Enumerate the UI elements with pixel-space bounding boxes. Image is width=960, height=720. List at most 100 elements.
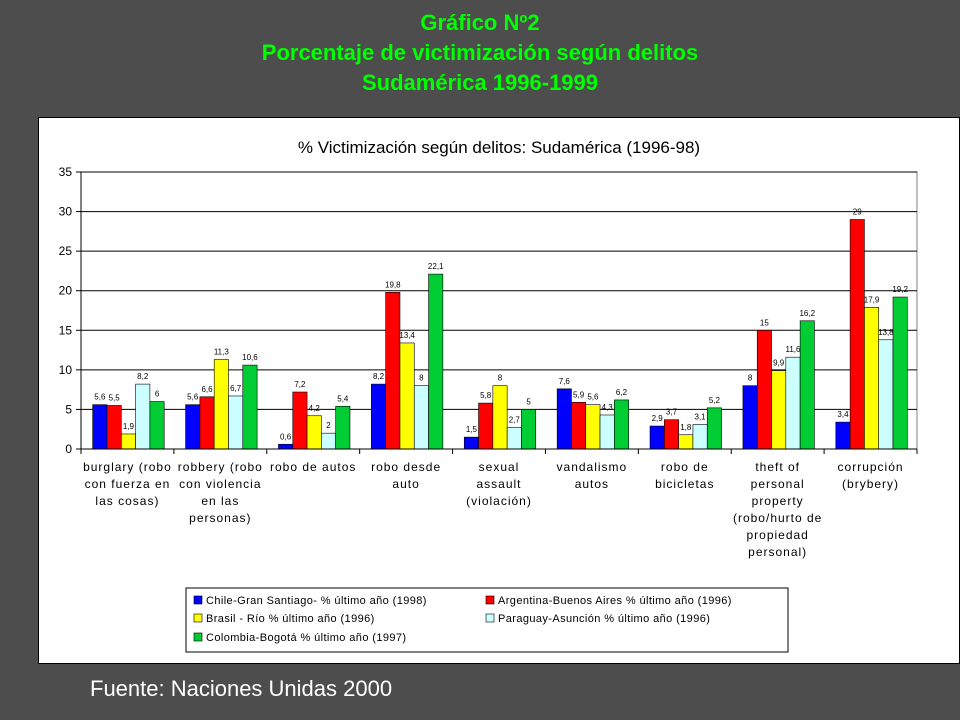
- y-tick-label-3: 15: [59, 323, 73, 337]
- legend-label-0: Chile-Gran Santiago- % último año (1998): [206, 595, 427, 607]
- bar-s1-c1: [199, 396, 215, 450]
- bar-s0-c0: [92, 404, 108, 450]
- data-label-s4-c7: 16,2: [799, 309, 815, 318]
- bar-s4-c5: [614, 399, 629, 450]
- bar-s1-c6: [664, 419, 679, 450]
- y-tick-label-4: 20: [59, 284, 73, 298]
- category-label-8-0: corrupción: [838, 460, 904, 474]
- category-label-6-0: robo de: [661, 460, 709, 474]
- data-label-s3-c3: 8: [419, 374, 424, 383]
- legend-swatch-2: [193, 613, 203, 623]
- data-label-s1-c3: 19,8: [385, 280, 401, 289]
- bar-s1-c4: [478, 402, 494, 450]
- data-label-s4-c0: 6: [155, 390, 160, 399]
- data-label-s4-c4: 5: [526, 397, 531, 406]
- legend-swatch-4: [193, 632, 203, 642]
- category-label-0-2: las cosas): [95, 494, 159, 508]
- y-tick-label-7: 35: [59, 165, 73, 179]
- bar-s2-c4: [492, 385, 508, 450]
- bar-s1-c3: [385, 291, 401, 450]
- bar-s3-c3: [413, 385, 429, 450]
- category-label-4-1: assault: [476, 477, 521, 491]
- bar-s3-c1: [228, 395, 244, 450]
- data-label-s2-c5: 5,6: [587, 393, 599, 402]
- legend-swatch-1: [485, 595, 495, 605]
- y-tick-label-6: 30: [59, 205, 73, 219]
- data-label-s2-c0: 1,9: [123, 422, 135, 431]
- data-label-s4-c1: 10,6: [242, 353, 258, 362]
- bar-s4-c2: [335, 405, 351, 450]
- category-label-7-4: propiedad: [746, 528, 808, 542]
- bar-s0-c3: [371, 383, 386, 450]
- bar-s0-c5: [556, 388, 572, 450]
- slide-title-line-3: Sudamérica 1996-1999: [361, 70, 599, 95]
- bar-s0-c1: [185, 404, 201, 450]
- category-label-4-0: sexual: [479, 460, 520, 474]
- victimization-bar-chart: % Victimización según delitos: Sudaméric…: [59, 138, 918, 653]
- data-label-s3-c5: 4,3: [602, 403, 614, 412]
- category-label-0-0: burglary (robo: [83, 460, 172, 474]
- chart-title: % Victimización según delitos: Sudaméric…: [298, 138, 700, 157]
- data-label-s3-c6: 3,1: [695, 412, 707, 421]
- bar-s2-c5: [585, 404, 601, 450]
- y-tick-label-1: 5: [65, 402, 72, 416]
- bar-s0-c4: [463, 436, 479, 450]
- bar-s3-c4: [506, 427, 522, 450]
- bar-s0-c2: [278, 443, 294, 450]
- legend-swatch-0: [193, 595, 203, 605]
- bar-s0-c7: [742, 385, 758, 450]
- bar-s0-c6: [649, 425, 665, 450]
- data-label-s1-c2: 7,2: [294, 380, 306, 389]
- slide-title-line-2: Porcentaje de victimización según delito…: [261, 40, 699, 65]
- data-label-s0-c0: 5,6: [94, 393, 106, 402]
- bar-s4-c7: [799, 320, 815, 450]
- category-label-3-0: robo desde: [371, 460, 441, 474]
- bar-s1-c5: [571, 402, 587, 450]
- bar-s4-c1: [242, 364, 258, 450]
- legend-label-3: Paraguay-Asunción % último año (1996): [498, 613, 710, 625]
- category-label-1-0: robbery (robo: [178, 460, 263, 474]
- bar-s3-c6: [692, 424, 708, 450]
- data-label-s1-c7: 15: [760, 318, 769, 327]
- data-label-s0-c6: 2,9: [652, 414, 664, 423]
- data-label-s1-c5: 5,9: [573, 390, 585, 399]
- data-label-s0-c5: 7,6: [559, 377, 571, 386]
- category-label-7-2: property: [752, 494, 804, 508]
- category-label-4-2: (violación): [466, 494, 532, 508]
- data-label-s2-c4: 8: [498, 374, 503, 383]
- data-label-s2-c1: 11,3: [214, 348, 230, 357]
- bar-s3-c8: [878, 339, 894, 450]
- data-label-s3-c4: 2,7: [509, 416, 521, 425]
- bar-s4-c0: [149, 401, 165, 450]
- data-label-s2-c2: 4,2: [309, 404, 321, 413]
- category-label-2-0: robo de autos: [270, 460, 356, 474]
- data-label-s0-c7: 8: [748, 374, 753, 383]
- data-label-s4-c6: 5,2: [709, 396, 721, 405]
- data-label-s2-c8: 17,9: [864, 295, 880, 304]
- chart-frame: % Victimización según delitos: Sudaméric…: [38, 117, 960, 664]
- data-label-s1-c6: 3,7: [666, 408, 678, 417]
- bar-s1-c7: [756, 329, 772, 450]
- bar-s2-c2: [306, 415, 322, 450]
- data-label-s0-c1: 5,6: [187, 393, 199, 402]
- bar-s2-c6: [678, 434, 694, 450]
- data-label-s2-c6: 1,8: [680, 423, 692, 432]
- bar-s4-c6: [706, 407, 722, 450]
- bar-s4-c8: [892, 296, 908, 450]
- bar-s0-c8: [835, 421, 851, 450]
- data-label-s3-c1: 6,7: [230, 384, 242, 393]
- bar-s2-c1: [213, 359, 229, 450]
- data-label-s3-c7: 11,6: [785, 345, 801, 354]
- data-label-s4-c3: 22,1: [428, 262, 444, 271]
- data-label-s0-c8: 3,4: [837, 410, 849, 419]
- y-tick-label-2: 10: [59, 363, 73, 377]
- data-label-s1-c1: 6,6: [201, 385, 213, 394]
- bar-s2-c8: [864, 307, 880, 450]
- legend-swatch-3: [485, 613, 495, 623]
- bar-s1-c2: [292, 391, 308, 450]
- legend-label-2: Brasil - Río % último año (1996): [206, 613, 375, 625]
- slide-title-line-1: Gráfico Nº2: [420, 10, 540, 35]
- data-label-s2-c3: 13,4: [399, 331, 415, 340]
- data-label-s2-c7: 9,9: [773, 359, 785, 368]
- data-label-s3-c0: 8,2: [137, 372, 149, 381]
